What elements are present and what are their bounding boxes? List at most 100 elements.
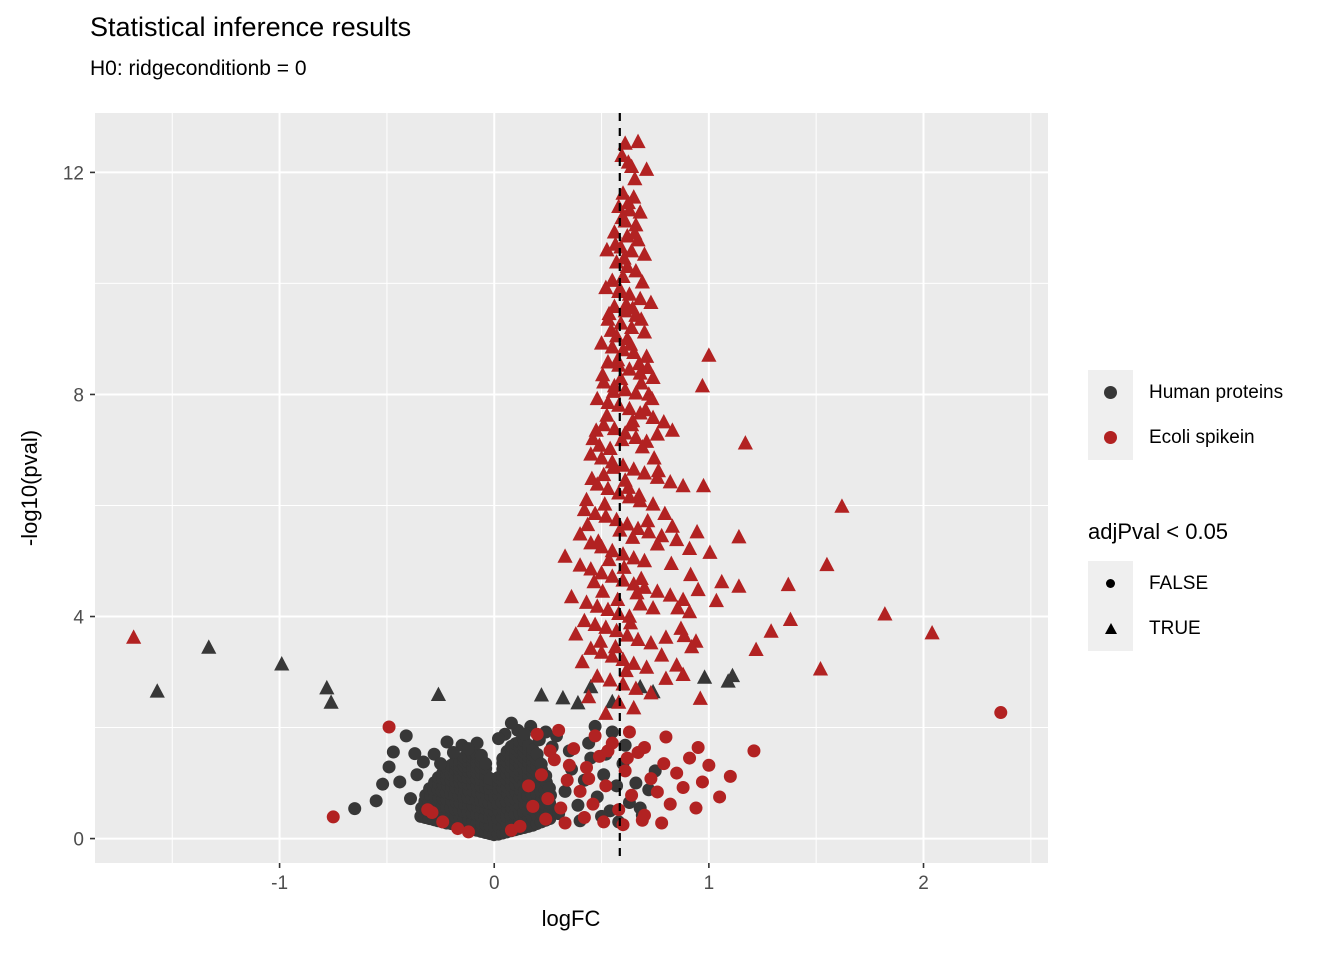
data-point-triangle bbox=[430, 686, 447, 701]
data-point-triangle bbox=[627, 170, 643, 186]
legend-item-false: FALSE bbox=[1088, 561, 1208, 606]
data-point-circle bbox=[597, 768, 611, 782]
data-point-triangle bbox=[675, 477, 691, 493]
data-point-triangle bbox=[630, 133, 646, 149]
data-point-triangle bbox=[636, 579, 653, 594]
data-point-triangle bbox=[596, 416, 612, 432]
plot-subtitle: H0: ridgeconditionb = 0 bbox=[90, 57, 307, 80]
data-point-circle bbox=[582, 772, 596, 786]
data-point-triangle bbox=[616, 250, 632, 265]
data-point-circle bbox=[461, 825, 475, 839]
data-point-circle bbox=[691, 741, 705, 755]
color-legend: Human proteins Ecoli spikein bbox=[1088, 370, 1283, 460]
data-point-circle bbox=[629, 776, 643, 790]
data-point-triangle bbox=[149, 683, 165, 698]
data-point-triangle bbox=[607, 236, 624, 251]
data-point-triangle bbox=[683, 566, 699, 582]
y-tick-label: 4 bbox=[73, 608, 84, 629]
data-point-circle bbox=[530, 747, 544, 761]
data-point-triangle bbox=[613, 370, 629, 386]
data-point-triangle bbox=[619, 516, 635, 531]
data-point-triangle bbox=[639, 348, 655, 363]
data-point-triangle bbox=[737, 435, 753, 450]
data-point-triangle bbox=[615, 457, 631, 472]
data-point-triangle bbox=[622, 614, 639, 630]
legend-item-true: TRUE bbox=[1088, 606, 1208, 651]
data-point-triangle bbox=[644, 390, 660, 406]
data-point-triangle bbox=[649, 536, 665, 551]
legend-key bbox=[1088, 415, 1133, 460]
data-point-triangle bbox=[645, 599, 661, 615]
data-point-circle bbox=[571, 798, 585, 812]
data-point-triangle bbox=[557, 548, 573, 563]
data-point-triangle bbox=[669, 657, 685, 672]
data-point-circle bbox=[588, 719, 602, 733]
data-point-triangle bbox=[681, 603, 698, 619]
data-point-triangle bbox=[645, 369, 661, 385]
true-triangle-icon bbox=[1104, 623, 1117, 634]
data-point-circle bbox=[416, 755, 430, 769]
data-point-circle bbox=[554, 801, 568, 815]
data-point-circle bbox=[382, 720, 396, 734]
data-point-triangle bbox=[639, 659, 655, 674]
legend-label: Human proteins bbox=[1149, 381, 1284, 403]
page-title: Statistical inference results bbox=[90, 12, 412, 42]
data-point-circle bbox=[676, 781, 690, 795]
data-point-triangle bbox=[593, 644, 610, 659]
data-point-triangle bbox=[601, 305, 617, 321]
data-point-triangle bbox=[319, 679, 335, 695]
data-point-circle bbox=[526, 799, 540, 813]
data-point-triangle bbox=[581, 688, 597, 704]
data-point-circle bbox=[542, 781, 556, 795]
data-point-triangle bbox=[656, 414, 672, 429]
data-point-circle bbox=[541, 792, 555, 806]
data-point-triangle bbox=[602, 440, 618, 456]
data-point-triangle bbox=[603, 322, 619, 337]
data-point-triangle bbox=[598, 279, 614, 295]
shape-legend: FALSE TRUE bbox=[1088, 561, 1208, 651]
data-point-triangle bbox=[620, 194, 636, 210]
data-point-circle bbox=[637, 741, 651, 755]
data-point-circle bbox=[461, 742, 475, 756]
data-point-triangle bbox=[615, 546, 631, 561]
data-point-triangle bbox=[583, 446, 599, 461]
data-point-triangle bbox=[701, 347, 717, 362]
data-point-triangle bbox=[615, 185, 631, 200]
data-point-triangle bbox=[633, 570, 649, 585]
data-point-triangle bbox=[632, 204, 648, 219]
data-point-triangle bbox=[629, 584, 645, 600]
data-point-triangle bbox=[731, 528, 747, 544]
data-point-triangle bbox=[625, 300, 641, 315]
data-point-triangle bbox=[612, 280, 628, 296]
legend-key bbox=[1088, 370, 1133, 415]
data-point-triangle bbox=[663, 555, 679, 570]
y-tick-label: 8 bbox=[73, 385, 84, 406]
data-point-triangle bbox=[636, 465, 653, 480]
data-point-circle bbox=[534, 757, 548, 771]
data-point-triangle bbox=[599, 241, 615, 257]
data-point-circle bbox=[599, 779, 613, 793]
data-point-circle bbox=[399, 729, 413, 743]
data-point-circle bbox=[479, 757, 493, 771]
data-point-triangle bbox=[690, 581, 706, 597]
data-point-triangle bbox=[620, 479, 636, 494]
data-point-triangle bbox=[649, 426, 665, 441]
data-point-triangle bbox=[626, 461, 642, 476]
data-point-triangle bbox=[628, 263, 644, 278]
data-point-circle bbox=[552, 723, 566, 737]
data-point-circle bbox=[451, 822, 465, 836]
data-point-triangle bbox=[602, 672, 618, 687]
data-point-circle bbox=[558, 816, 572, 830]
data-point-triangle bbox=[583, 561, 599, 576]
data-point-triangle bbox=[924, 624, 940, 640]
data-point-triangle bbox=[621, 201, 638, 217]
data-point-triangle bbox=[731, 578, 747, 593]
data-point-triangle bbox=[650, 462, 667, 478]
data-point-triangle bbox=[643, 634, 659, 650]
data-point-triangle bbox=[631, 487, 647, 502]
data-point-triangle bbox=[614, 147, 630, 162]
data-point-circle bbox=[369, 794, 383, 808]
data-point-triangle bbox=[621, 361, 638, 376]
data-point-circle bbox=[446, 746, 460, 760]
data-point-triangle bbox=[782, 611, 799, 627]
